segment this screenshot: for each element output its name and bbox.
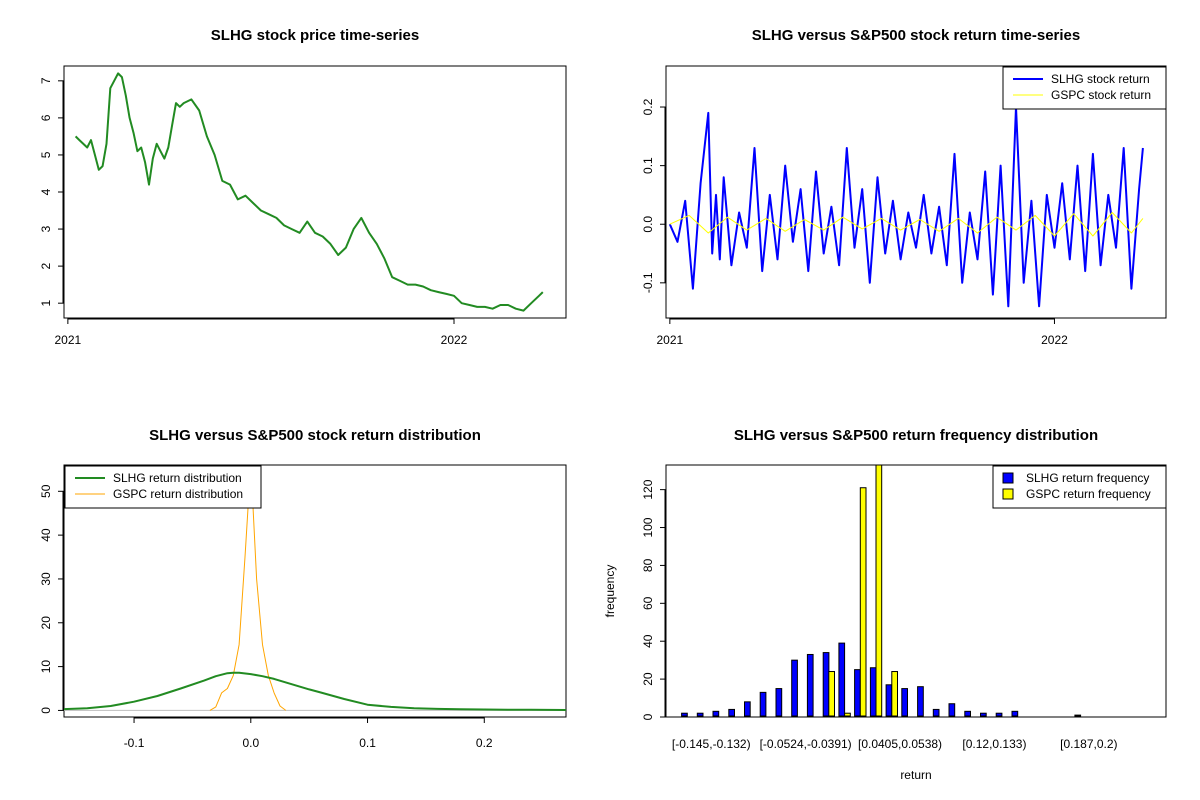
bar-slhg bbox=[901, 688, 908, 717]
series-line-slhg-density bbox=[63, 671, 567, 711]
y-tick-label: 2 bbox=[39, 262, 53, 269]
chart-title: SLHG versus S&P500 return frequency dist… bbox=[734, 427, 1098, 444]
legend-label: SLHG stock return bbox=[1051, 72, 1150, 86]
x-category-label: [0.0405,0.0538) bbox=[858, 737, 942, 751]
bar-slhg bbox=[917, 686, 924, 717]
bar-slhg bbox=[775, 688, 783, 717]
bar-slhg bbox=[712, 710, 720, 717]
y-tick-label: 40 bbox=[641, 634, 655, 648]
bar-slhg bbox=[980, 712, 987, 717]
bar-slhg bbox=[791, 659, 798, 717]
y-tick-label: 0.2 bbox=[641, 98, 655, 115]
return-distribution-panel: SLHG versus S&P500 stock return distribu… bbox=[39, 427, 567, 750]
bar-gspc bbox=[859, 487, 867, 717]
price-chart-panel: SLHG stock price time-series 1 2 3 4 5 6 7 2021 2… bbox=[39, 27, 567, 347]
bar-slhg bbox=[822, 652, 830, 717]
bar-slhg bbox=[681, 712, 688, 717]
bar-slhg bbox=[869, 667, 877, 717]
bar-slhg bbox=[728, 708, 735, 717]
legend-box bbox=[1002, 66, 1167, 110]
y-axis-title: frequency bbox=[603, 565, 617, 618]
y-tick-label: 50 bbox=[39, 484, 53, 498]
bar-slhg bbox=[948, 703, 956, 717]
x-category-label: [-0.145,-0.132) bbox=[672, 737, 751, 751]
y-tick-label: 0.1 bbox=[641, 157, 655, 174]
y-tick-label: 4 bbox=[39, 188, 53, 195]
x-tick-label: 2021 bbox=[55, 333, 82, 347]
legend-label: GSPC return distribution bbox=[113, 487, 243, 501]
series-line-slhg-return bbox=[668, 106, 1144, 308]
bar-gspc bbox=[875, 465, 883, 717]
bar-gspc bbox=[891, 671, 898, 717]
y-tick-label: 7 bbox=[39, 77, 53, 84]
legend-box bbox=[64, 465, 262, 509]
x-tick-label: -0.1 bbox=[124, 736, 145, 750]
y-tick-label: 3 bbox=[39, 225, 53, 232]
x-axis-title: return bbox=[900, 768, 931, 782]
y-tick-label: 5 bbox=[39, 151, 53, 158]
bar-gspc bbox=[828, 671, 835, 717]
y-tick-label: 0.0 bbox=[641, 216, 655, 233]
bar-slhg bbox=[885, 684, 893, 717]
y-tick-label: 60 bbox=[641, 596, 655, 610]
legend-label: GSPC return frequency bbox=[1026, 487, 1151, 501]
bar-slhg bbox=[1074, 714, 1082, 717]
y-tick-label: 1 bbox=[39, 300, 53, 307]
bar-slhg bbox=[806, 653, 814, 717]
plot-frame bbox=[63, 65, 567, 319]
y-tick-label: 20 bbox=[39, 616, 53, 630]
bar-group bbox=[681, 465, 1082, 717]
bar-slhg bbox=[964, 710, 971, 717]
chart-title: SLHG versus S&P500 stock return distribu… bbox=[149, 427, 481, 444]
legend-fill-swatch bbox=[1002, 488, 1014, 500]
bar-slhg bbox=[838, 642, 846, 717]
return-timeseries-panel: SLHG versus S&P500 stock return time-ser… bbox=[641, 27, 1167, 347]
legend-label: SLHG return distribution bbox=[113, 471, 242, 485]
series-line-gspc-density bbox=[209, 482, 287, 711]
chart-title: SLHG stock price time-series bbox=[211, 27, 419, 44]
legend-label: SLHG return frequency bbox=[1026, 471, 1149, 485]
legend-label: GSPC stock return bbox=[1051, 88, 1151, 102]
x-category-label: [0.12,0.133) bbox=[962, 737, 1026, 751]
x-tick-label: 0.1 bbox=[359, 736, 376, 750]
x-category-label: [0.187,0.2) bbox=[1060, 737, 1117, 751]
y-tick-label: 20 bbox=[641, 672, 655, 686]
frequency-distribution-panel: SLHG versus S&P500 return frequency dist… bbox=[603, 427, 1167, 782]
x-tick-label: 0.2 bbox=[476, 736, 493, 750]
y-tick-label: 10 bbox=[39, 660, 53, 674]
bar-slhg bbox=[696, 712, 704, 717]
bar-slhg bbox=[995, 712, 1003, 717]
y-tick-label: 0 bbox=[641, 713, 655, 720]
plot-frame bbox=[665, 65, 1167, 319]
bar-slhg bbox=[759, 691, 767, 717]
plot-frame bbox=[665, 464, 1167, 718]
legend-fill-swatch bbox=[1002, 472, 1014, 484]
y-tick-label: 6 bbox=[39, 114, 53, 121]
bar-slhg bbox=[744, 701, 751, 717]
y-tick-label: 30 bbox=[39, 572, 53, 586]
bar-gspc bbox=[844, 712, 851, 717]
y-tick-label: 100 bbox=[641, 517, 655, 537]
x-category-label: [-0.0524,-0.0391) bbox=[760, 737, 852, 751]
series-line-gspc-return bbox=[669, 212, 1144, 237]
y-tick-label: -0.1 bbox=[641, 272, 655, 293]
bar-slhg bbox=[1011, 710, 1019, 717]
bar-slhg bbox=[932, 708, 940, 717]
x-tick-label: 0.0 bbox=[242, 736, 259, 750]
legend-box bbox=[992, 465, 1167, 509]
bar-slhg bbox=[854, 669, 861, 717]
y-tick-label: 40 bbox=[39, 528, 53, 542]
x-tick-label: 2022 bbox=[441, 333, 468, 347]
chart-title: SLHG versus S&P500 stock return time-ser… bbox=[752, 27, 1080, 44]
x-tick-label: 2021 bbox=[656, 333, 683, 347]
y-tick-label: 120 bbox=[641, 479, 655, 499]
x-tick-label: 2022 bbox=[1041, 333, 1068, 347]
y-tick-label: 80 bbox=[641, 558, 655, 572]
plot-frame bbox=[63, 464, 567, 718]
series-line-slhg-price bbox=[74, 72, 544, 312]
y-tick-label: 0 bbox=[39, 707, 53, 714]
